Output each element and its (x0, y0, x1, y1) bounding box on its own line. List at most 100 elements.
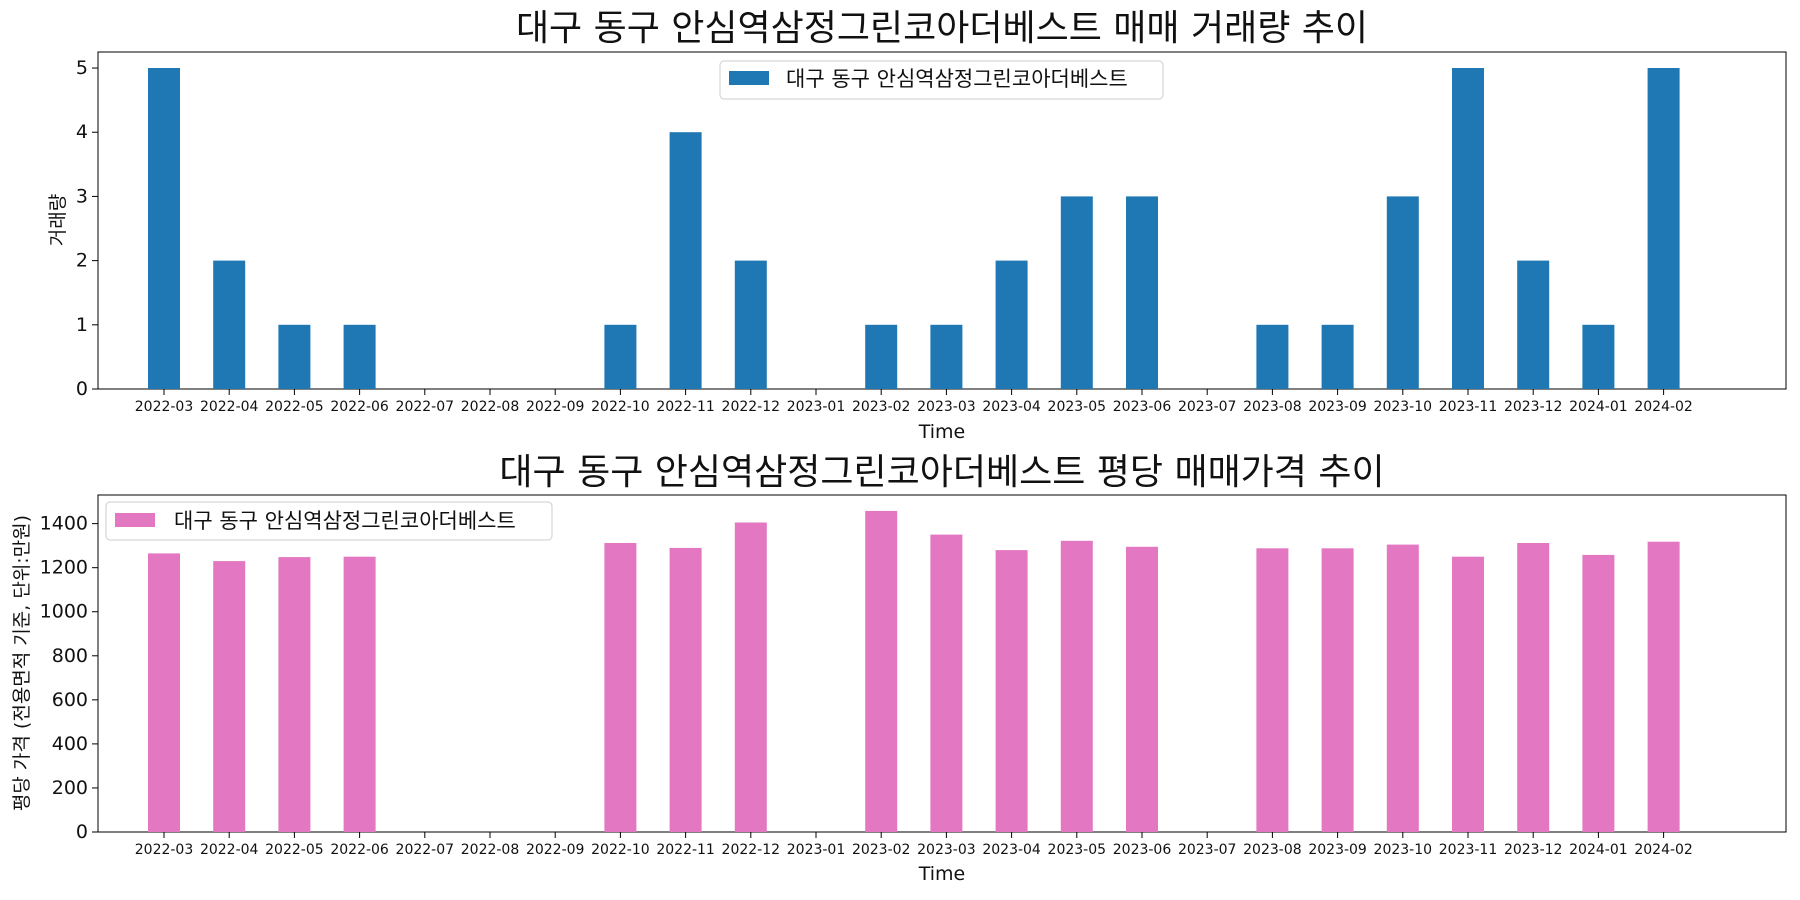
price-bar-2023-10 (1386, 544, 1419, 832)
volume-xtick-label: 2023-08 (1243, 399, 1302, 415)
volume-xtick-label: 2024-01 (1569, 399, 1628, 415)
price-bar-2023-04 (995, 550, 1028, 832)
volume-xtick-label: 2024-02 (1634, 399, 1693, 415)
volume-xtick-label: 2023-10 (1374, 399, 1433, 415)
price-xtick-label: 2022-10 (591, 842, 650, 858)
price-bar-2023-09 (1321, 548, 1354, 832)
volume-xtick-label: 2023-12 (1504, 399, 1563, 415)
volume-xtick-label: 2022-07 (396, 399, 455, 415)
price-ytick-label: 800 (52, 645, 88, 667)
price-y-axis-label: 평당 가격 (전용면적 기준, 단위:만원) (11, 515, 33, 811)
volume-bar-2023-08 (1256, 324, 1289, 389)
price-bar-2022-06 (343, 556, 376, 832)
price-xtick-label: 2023-09 (1308, 842, 1367, 858)
price-ytick-label: 1200 (40, 557, 88, 579)
volume-bar-2022-12 (734, 260, 767, 389)
volume-xtick-label: 2023-04 (982, 399, 1041, 415)
price-ytick-label: 400 (52, 733, 88, 755)
volume-chart: 대구 동구 안심역삼정그린코아더베스트 매매 거래량 추이 0 1 2 3 4 5 202… (47, 8, 1787, 443)
price-ytick-label: 600 (52, 689, 88, 711)
volume-bar-2022-06 (343, 324, 376, 389)
price-xtick-label: 2023-03 (917, 842, 976, 858)
price-bar-2022-03 (148, 553, 180, 832)
price-bar-2022-11 (669, 547, 702, 832)
price-chart-title: 대구 동구 안심역삼정그린코아더베스트 평당 매매가격 추이 (499, 452, 1384, 493)
volume-legend: 대구 동구 안심역삼정그린코아더베스트 (719, 60, 1164, 100)
price-xtick-label: 2023-12 (1504, 842, 1563, 858)
price-bar-2022-04 (213, 561, 246, 832)
price-xtick-label: 2022-08 (461, 842, 520, 858)
price-xtick-label: 2022-11 (656, 842, 715, 858)
price-xtick-label: 2023-07 (1178, 842, 1237, 858)
price-xtick-label: 2023-11 (1439, 842, 1498, 858)
price-legend-label: 대구 동구 안심역삼정그린코아더베스트 (174, 509, 516, 533)
price-xtick-label: 2024-01 (1569, 842, 1628, 858)
price-xtick-label: 2022-03 (135, 842, 194, 858)
volume-bar-2022-10 (604, 324, 637, 389)
price-xtick-label: 2023-10 (1374, 842, 1433, 858)
price-legend-swatch (115, 513, 155, 527)
price-xtick-label: 2023-08 (1243, 842, 1302, 858)
price-ytick-label: 0 (76, 821, 88, 843)
price-xtick-label: 2022-12 (722, 842, 781, 858)
volume-xtick-label: 2023-02 (852, 399, 911, 415)
volume-bar-2024-02 (1647, 68, 1680, 389)
volume-xtick-label: 2023-01 (787, 399, 846, 415)
volume-bar-2023-05 (1060, 196, 1093, 389)
price-ytick-label: 200 (52, 777, 88, 799)
price-bar-2023-05 (1060, 540, 1093, 832)
volume-xtick-label: 2022-12 (722, 399, 781, 415)
volume-bar-2022-04 (213, 260, 246, 389)
price-xtick-label: 2023-01 (787, 842, 846, 858)
price-xtick-label: 2023-05 (1048, 842, 1107, 858)
volume-bar-2022-03 (148, 68, 180, 389)
price-bar-2023-08 (1256, 548, 1289, 832)
volume-xtick-label: 2022-03 (135, 399, 194, 415)
price-legend-box (105, 501, 553, 541)
volume-bar-2022-05 (278, 324, 311, 389)
price-bar-2022-12 (734, 522, 767, 832)
volume-xtick-label: 2022-06 (330, 399, 389, 415)
volume-bar-2023-11 (1452, 68, 1484, 389)
volume-bar-2023-06 (1126, 196, 1158, 389)
volume-xtick-label: 2022-10 (591, 399, 650, 415)
volume-ytick-label: 3 (76, 185, 88, 207)
price-bar-2024-01 (1582, 554, 1615, 832)
price-xtick-label: 2022-06 (330, 842, 389, 858)
price-bar-2022-10 (604, 543, 637, 832)
volume-xtick-label: 2023-07 (1178, 399, 1237, 415)
price-xtick-label: 2023-06 (1113, 842, 1172, 858)
volume-xtick-label: 2023-03 (917, 399, 976, 415)
price-xtick-label: 2024-02 (1634, 842, 1693, 858)
price-bar-2023-02 (865, 510, 898, 832)
price-xtick-label: 2023-04 (982, 842, 1041, 858)
price-bar-2023-06 (1126, 546, 1158, 832)
volume-ytick-label: 1 (76, 314, 88, 336)
volume-xtick-label: 2022-04 (200, 399, 259, 415)
volume-bar-2023-04 (995, 260, 1028, 389)
volume-xtick-label: 2022-08 (461, 399, 520, 415)
volume-ytick-label: 2 (76, 250, 88, 272)
price-xtick-label: 2023-02 (852, 842, 911, 858)
price-bar-2024-02 (1647, 541, 1680, 832)
volume-legend-swatch (729, 71, 769, 85)
volume-xtick-label: 2023-11 (1439, 399, 1498, 415)
price-ytick-label: 1000 (40, 601, 88, 623)
volume-bar-2024-01 (1582, 324, 1615, 389)
volume-legend-label: 대구 동구 안심역삼정그린코아더베스트 (786, 67, 1128, 91)
volume-chart-title: 대구 동구 안심역삼정그린코아더베스트 매매 거래량 추이 (516, 8, 1368, 49)
price-legend: 대구 동구 안심역삼정그린코아더베스트 (105, 501, 553, 541)
price-xtick-label: 2022-05 (265, 842, 324, 858)
volume-xtick-label: 2022-11 (656, 399, 715, 415)
volume-x-axis-label: Time (918, 421, 966, 443)
volume-xtick-label: 2023-05 (1048, 399, 1107, 415)
price-chart: 대구 동구 안심역삼정그린코아더베스트 평당 매매가격 추이 0 200 400 60… (11, 452, 1787, 885)
price-bar-2023-03 (930, 534, 963, 832)
price-bar-2023-12 (1517, 543, 1550, 832)
price-xtick-label: 2022-04 (200, 842, 259, 858)
price-bar-2023-11 (1452, 556, 1484, 832)
volume-ytick-label: 4 (76, 121, 88, 143)
volume-xtick-label: 2022-09 (526, 399, 585, 415)
volume-bar-2023-09 (1321, 324, 1354, 389)
